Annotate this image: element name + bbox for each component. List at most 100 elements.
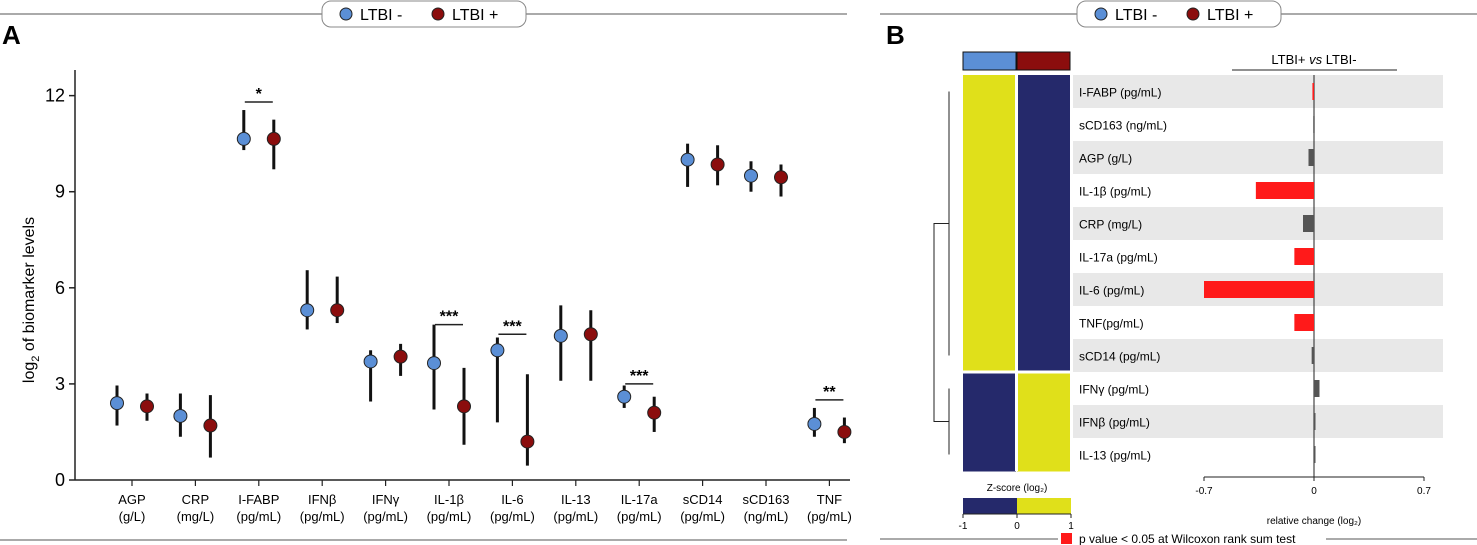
data-point [490,343,505,358]
row-label: IFNγ (pg/mL) [1079,383,1149,397]
row-label: IFNβ (pg/mL) [1079,416,1150,430]
legend-a-pos-marker [431,7,445,21]
legend-b-box [1076,0,1282,28]
data-point [617,389,632,404]
x-tick-label: IL-6 [501,492,523,507]
data-point [266,131,281,146]
legend-b-neg-marker [1094,7,1108,21]
bar [1303,215,1314,232]
x-tick-label: TNF [817,492,842,507]
row-shade [1073,141,1443,174]
data-point [330,303,345,318]
panel-b-plot: LTBI+ vs LTBI- Z-score (log₂) p value < … [933,51,1443,545]
data-point [110,396,124,411]
data-point [520,434,535,449]
bar [1255,182,1314,199]
row-label: CRP (mg/L) [1079,218,1142,232]
row-shade [1073,207,1443,240]
zscore-label: Z-score (log₂) [987,483,1048,494]
panel-a-frame: A [0,13,847,541]
bar-x-tick-label: -0.7 [1195,486,1213,497]
significance-label: *** [503,318,522,335]
zscore-high-swatch [1017,498,1071,514]
data-point [173,408,188,423]
bar [1308,149,1314,166]
x-tick-unit: (pg/mL) [236,509,281,524]
x-tick-unit: (pg/mL) [427,509,472,524]
heatmap-cell [1017,405,1070,439]
x-tick-label: I-FABP [238,492,279,507]
bar [1311,347,1314,364]
column-header-ltbi-pos [1016,51,1071,71]
row-label: TNF(pg/mL) [1079,317,1144,331]
data-point [457,399,471,414]
x-tick-unit: (pg/mL) [617,509,662,524]
x-tick-label: AGP [118,492,145,507]
significance-label: * [256,86,263,103]
heatmap-cell [1017,240,1070,274]
y-tick-label: 6 [55,278,65,298]
heatmap-cell [963,207,1016,241]
heatmap-cell [963,141,1016,175]
bar-x-tick-label: 0.7 [1417,486,1431,497]
x-tick-label: CRP [182,492,209,507]
bar [1313,116,1315,133]
bar-title-prefix: LTBI+ [1271,52,1309,67]
heatmap-cell [1017,438,1070,472]
heatmap-cell [1017,108,1070,142]
legend-a-pos-label: LTBI + [452,7,498,24]
data-point [583,327,598,342]
x-tick-label: IL-1β [434,492,464,507]
zscore-low-swatch [963,498,1017,514]
heatmap-cell [963,108,1016,142]
x-tick-unit: (pg/mL) [300,509,345,524]
row-label: IL-6 (pg/mL) [1079,284,1144,298]
heatmap-cell [963,405,1016,439]
bar-x-label: relative change (log₂) [1267,516,1362,527]
bar [1312,83,1314,100]
legend-a-box [321,0,527,28]
x-tick-unit: (pg/mL) [553,509,598,524]
bar-title: LTBI+ vs LTBI- [1271,52,1356,67]
heatmap-cell [963,240,1016,274]
heatmap-cell [1017,306,1070,340]
bar [1294,248,1314,265]
data-point [363,354,378,369]
zscore-tick-label: -1 [959,521,968,532]
bar [1294,314,1314,331]
row-label: sCD14 (pg/mL) [1079,350,1160,364]
significance-label: ** [823,384,836,401]
panel-a-letter: A [2,20,21,50]
zscore-tick-label: 1 [1068,521,1074,532]
data-point [680,152,695,167]
row-label: AGP (g/L) [1079,152,1132,166]
panel-b-frame: B [880,13,1477,540]
bar [1204,281,1314,298]
heatmap-cell [963,438,1016,472]
heatmap-cell [1017,141,1070,175]
x-tick-label: IL-13 [561,492,591,507]
legend-a-neg-marker [339,7,353,21]
y-tick-label: 12 [45,86,65,106]
data-point [647,405,662,420]
x-tick-label: sCD14 [683,492,723,507]
ylabel-log: log [21,362,38,383]
data-point [553,328,568,343]
bar [1314,380,1320,397]
row-shade [1073,339,1443,372]
row-label: IL-13 (pg/mL) [1079,449,1151,463]
x-tick-unit: (pg/mL) [807,509,852,524]
heatmap-cell [1017,273,1070,307]
heatmap-cell [1017,339,1070,373]
data-point [774,170,788,185]
heatmap-cell [1017,207,1070,241]
x-tick-unit: (pg/mL) [363,509,408,524]
panel-a-plot: log2 of biomarker levels 0 3 6 9 12 AGP (g/L) C… [21,70,852,524]
panel-a-ylabel: log2 of biomarker levels [21,217,42,383]
heatmap-cell [963,339,1016,373]
zscore-tick-label: 0 [1014,521,1020,532]
data-point [140,399,154,414]
heatmap-cell [963,174,1016,208]
dendrogram [933,91,950,455]
